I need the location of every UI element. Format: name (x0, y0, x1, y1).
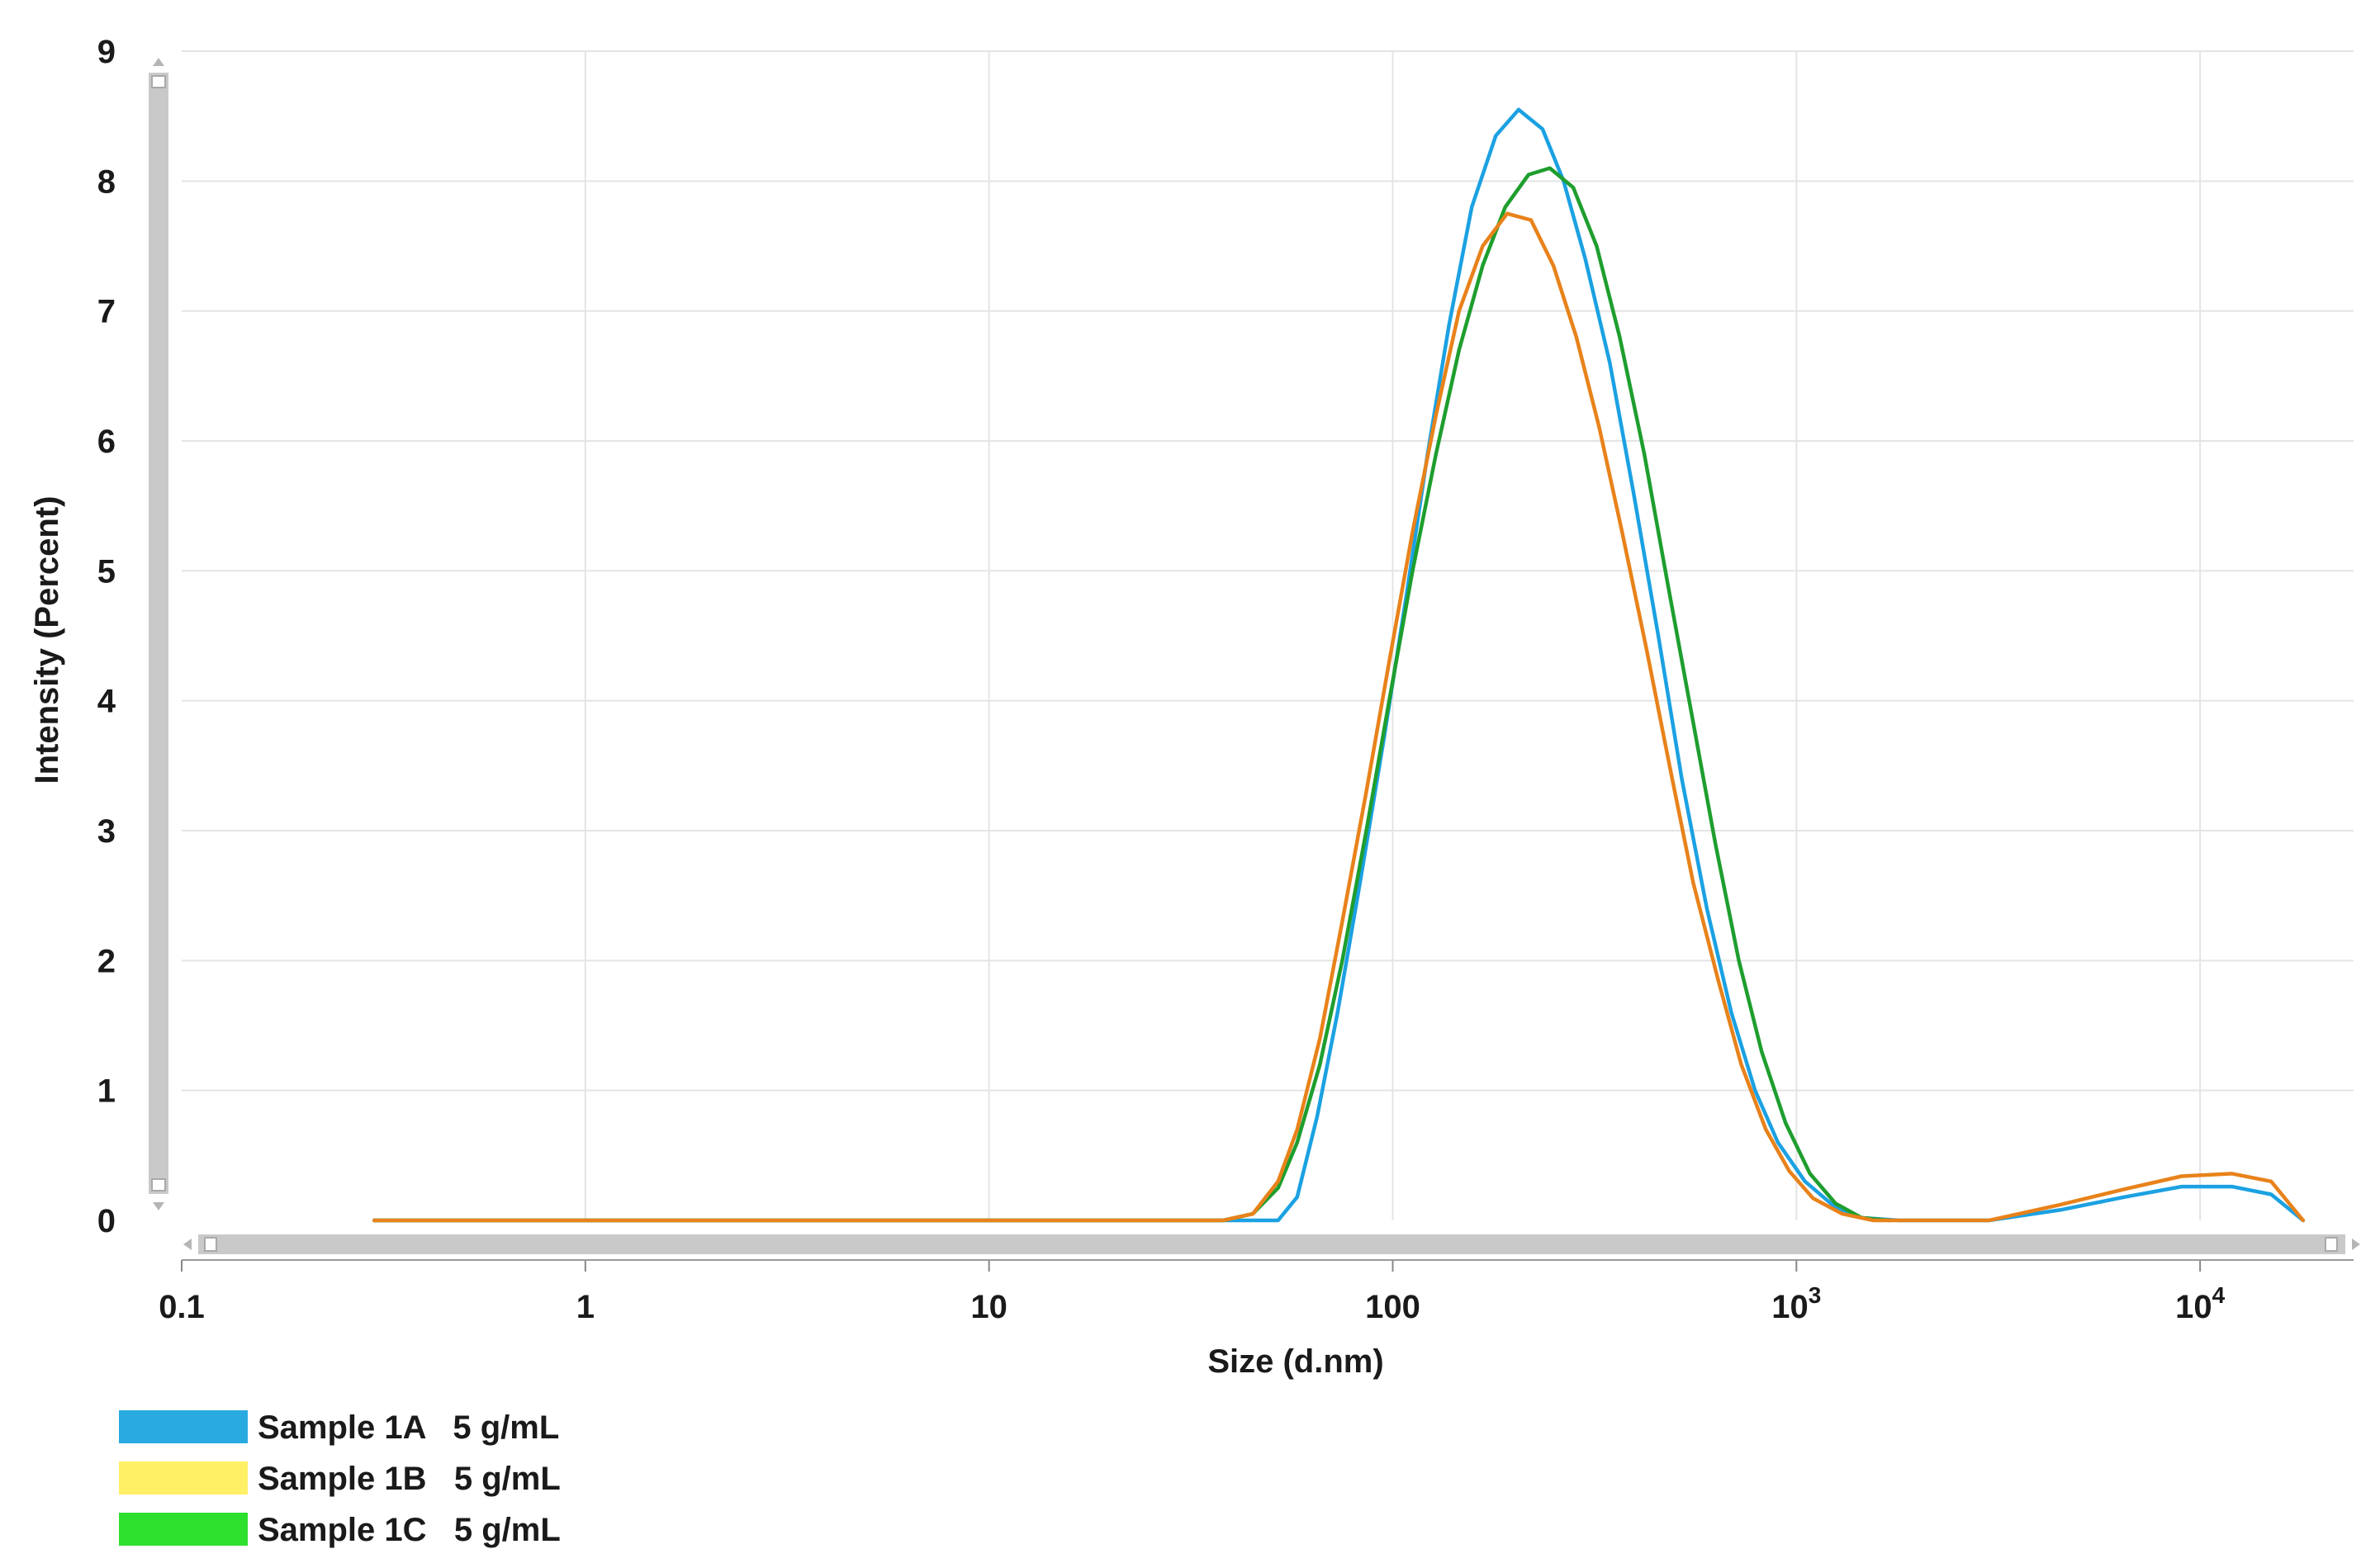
grid (182, 50, 2354, 1220)
y-tick-label: 4 (97, 684, 116, 720)
y-tick-label: 6 (97, 424, 116, 460)
horizontal-scrollbar-handle-left[interactable] (204, 1237, 217, 1252)
y-tick-label: 5 (97, 553, 116, 590)
series-line-1 (372, 107, 2306, 1223)
legend-swatch (119, 1461, 248, 1495)
y-tick-label: 8 (97, 163, 116, 200)
y-tick-label: 9 (97, 34, 116, 70)
legend: Sample 1A 5 g/mL Sample 1B 5 g/mL Sample 1… (119, 1409, 561, 1548)
vertical-scrollbar-track[interactable] (149, 73, 168, 1194)
vertical-scrollbar[interactable] (149, 58, 168, 1210)
x-tick-label: 100 (1365, 1289, 1420, 1325)
vertical-scrollbar-handle-top[interactable] (151, 75, 166, 88)
x-tick-label: 1 (576, 1289, 595, 1325)
legend-swatch (119, 1513, 248, 1546)
series-line-3 (372, 166, 1892, 1223)
scroll-down-arrow-icon[interactable] (153, 1202, 164, 1210)
y-tick-label: 7 (97, 294, 116, 330)
x-tick-label: 104 (2175, 1282, 2226, 1325)
series-lines (372, 107, 2306, 1223)
legend-label: Sample 1B 5 g/mL (258, 1461, 561, 1497)
legend-label: Sample 1C 5 g/mL (258, 1512, 561, 1548)
scroll-up-arrow-icon[interactable] (153, 58, 164, 66)
legend-label: Sample 1A 5 g/mL (258, 1409, 559, 1446)
vertical-scrollbar-handle-bottom[interactable] (151, 1178, 166, 1191)
y-tick-label: 0 (97, 1203, 116, 1239)
x-tick-exponent: 4 (2212, 1282, 2226, 1308)
x-tick-label: 10 (970, 1289, 1007, 1325)
x-tick-exponent: 3 (1809, 1282, 1822, 1308)
scroll-left-arrow-icon[interactable] (183, 1239, 192, 1250)
y-axis-title: Intensity (Percent) (29, 496, 65, 784)
scroll-right-arrow-icon[interactable] (2352, 1239, 2360, 1250)
x-tick-label: 0.1 (159, 1289, 205, 1325)
horizontal-scrollbar[interactable] (183, 1234, 2360, 1254)
legend-swatch (119, 1410, 248, 1443)
horizontal-scrollbar-handle-right[interactable] (2325, 1237, 2338, 1252)
x-tick-label: 103 (1771, 1282, 1821, 1325)
axes: 0 1 2 3 4 5 6 7 8 9 0.1 1 10 100 103 104 (97, 34, 2354, 1325)
series-line-2 (372, 211, 2306, 1223)
horizontal-scrollbar-track[interactable] (198, 1234, 2345, 1254)
y-tick-label: 3 (97, 813, 116, 850)
y-tick-label: 1 (97, 1073, 116, 1110)
x-axis-title: Size (d.nm) (1207, 1343, 1383, 1380)
y-tick-label: 2 (97, 943, 116, 979)
